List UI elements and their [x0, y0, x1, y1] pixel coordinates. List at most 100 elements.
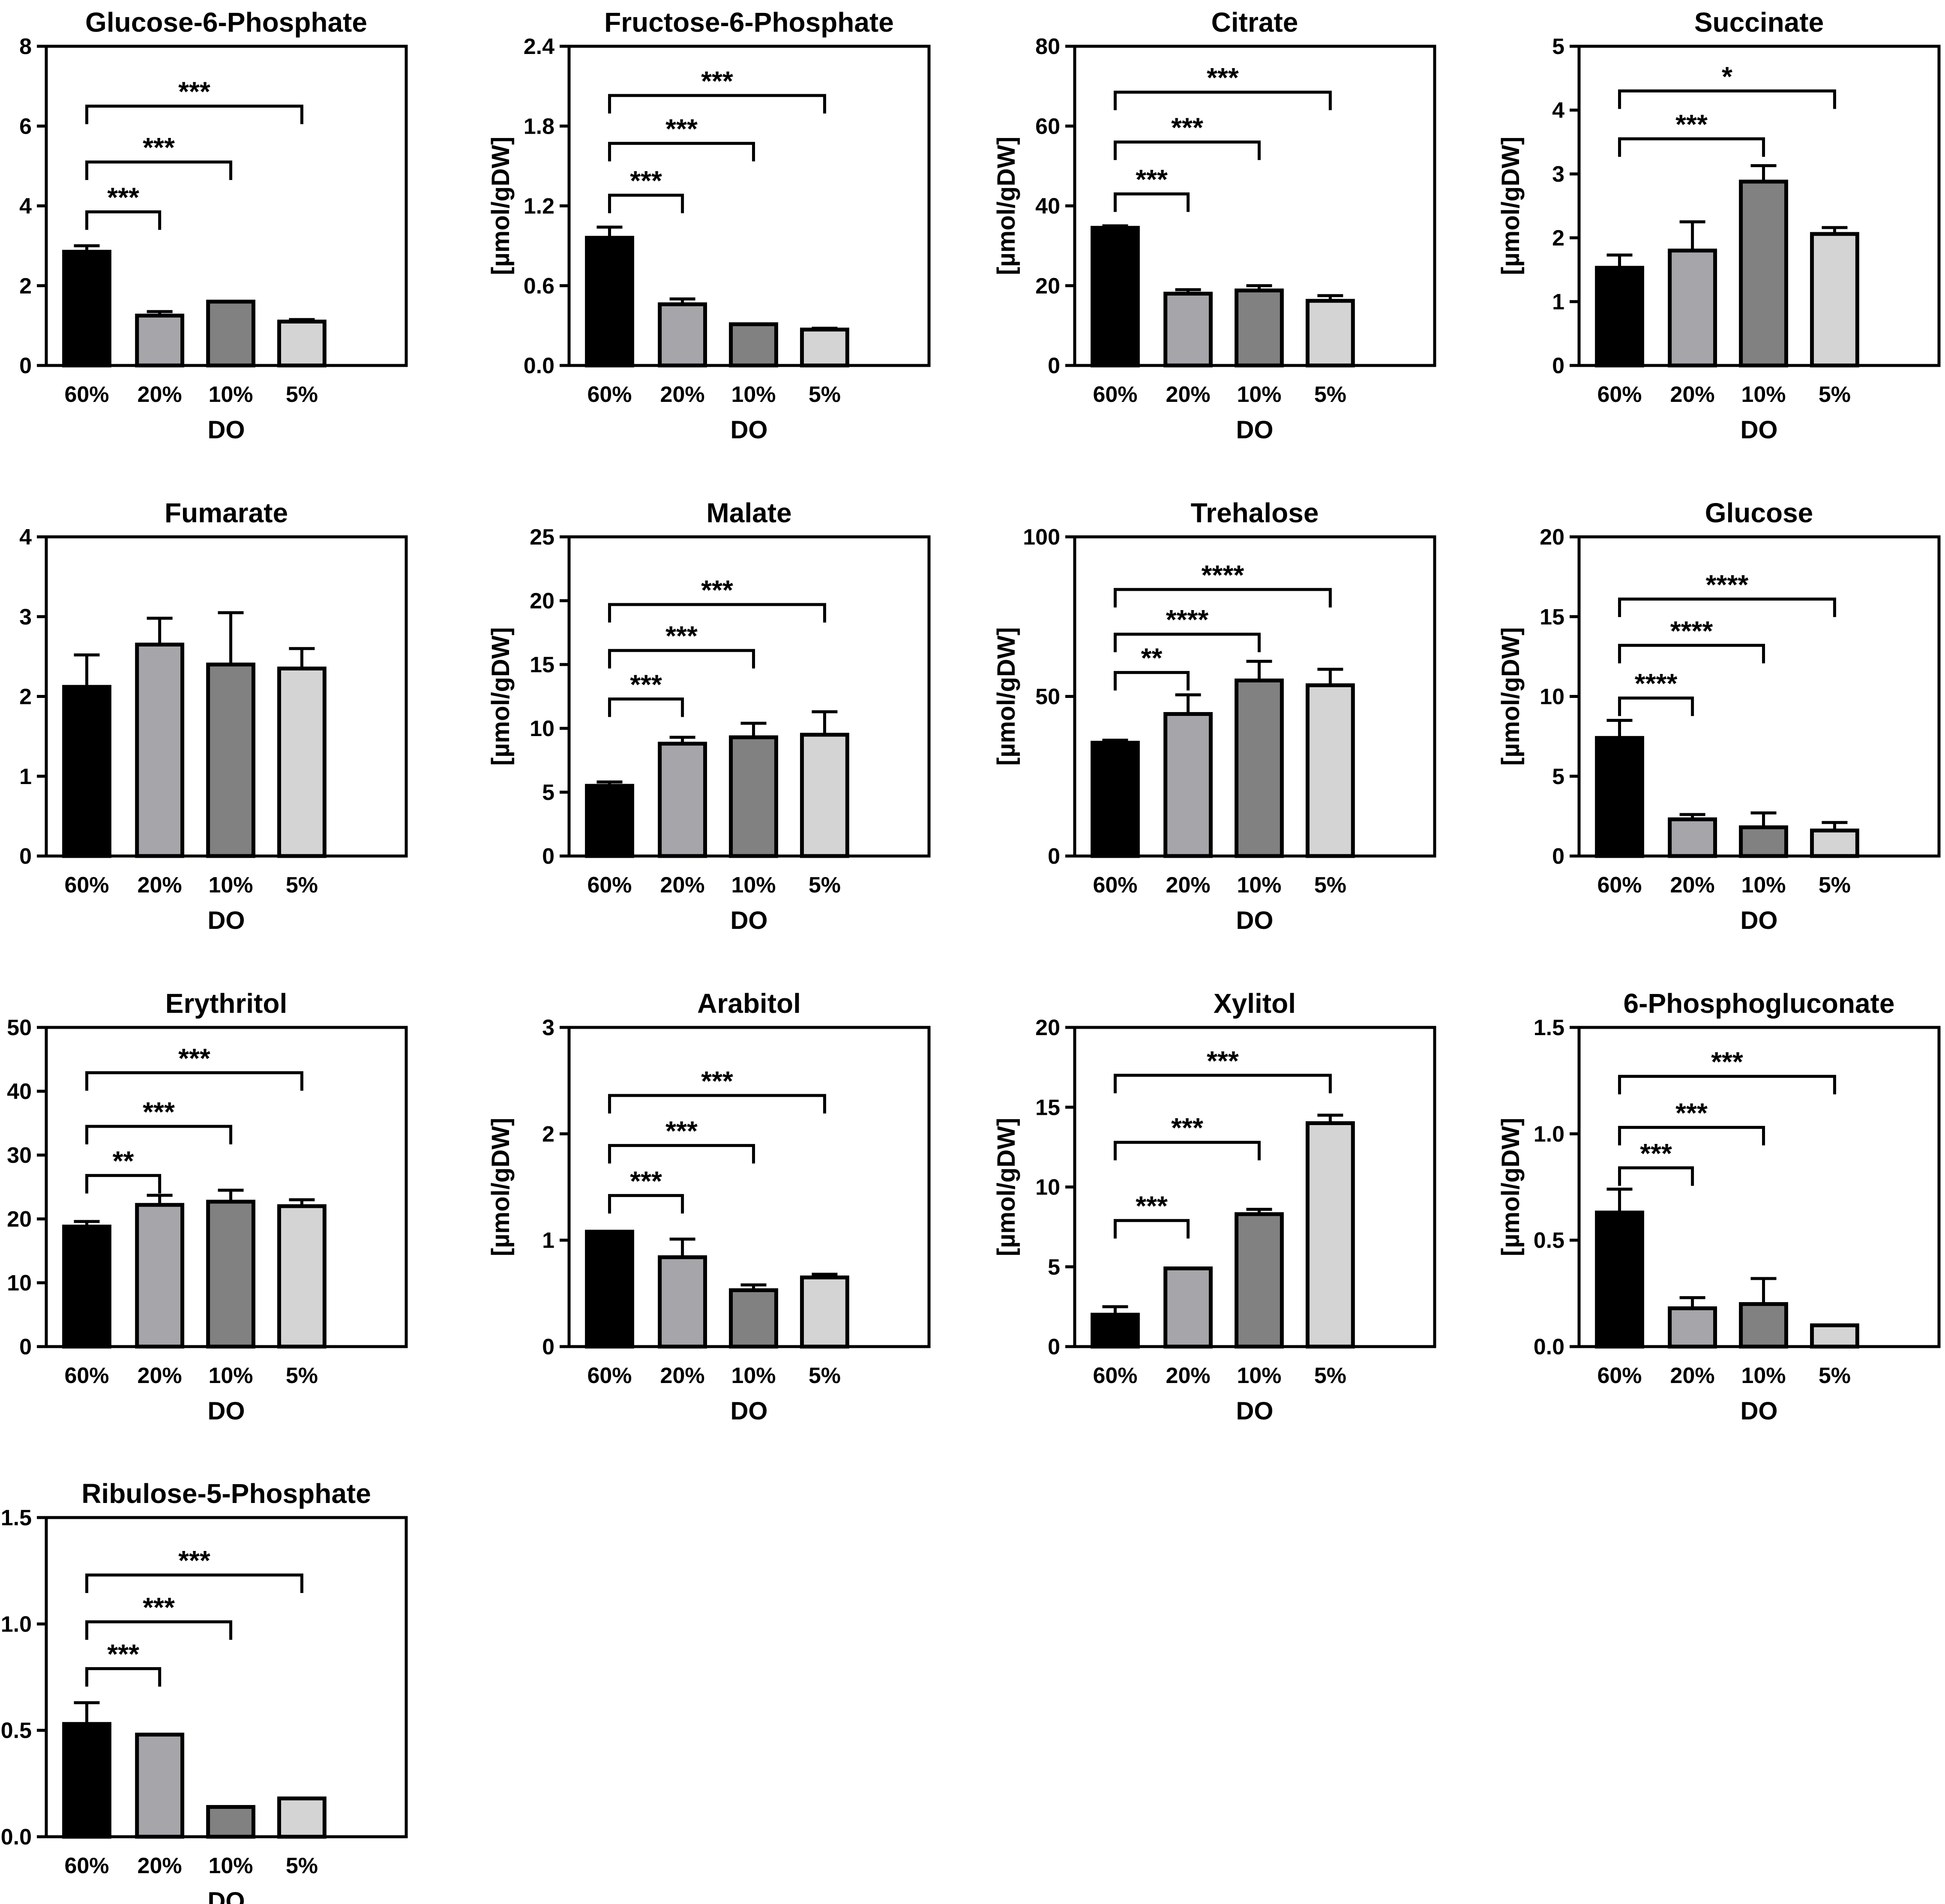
x-tick-label: 20%: [660, 382, 705, 407]
y-tick-label: 6: [19, 114, 32, 139]
y-axis-label: [µmol/gDW]: [992, 137, 1020, 275]
significance-label: ***: [143, 1592, 175, 1623]
significance-label: ****: [1670, 615, 1713, 646]
y-tick-label: 3: [19, 605, 32, 629]
significance-label: ***: [665, 1116, 698, 1147]
y-axis-label: [µmol/gDW]: [487, 137, 515, 275]
x-tick-label: 10%: [1741, 382, 1786, 407]
x-tick-label: 60%: [64, 382, 109, 407]
significance-bracket: [85, 1071, 303, 1091]
x-tick-label: 10%: [1741, 1363, 1786, 1388]
significance-label: ***: [630, 669, 662, 700]
significance-label: ***: [630, 1165, 662, 1196]
significance-bracket: [1618, 644, 1765, 664]
x-axis-label: DO: [1741, 416, 1778, 444]
x-tick-label: 60%: [1093, 1363, 1137, 1388]
chart-title: Glucose: [1705, 497, 1813, 528]
bar-60pct: [1091, 226, 1140, 368]
significance-label: ****: [1202, 560, 1244, 590]
bar-10pct: [206, 299, 255, 368]
significance-bracket: [1618, 137, 1765, 157]
plot-frame: [567, 1026, 931, 1348]
bar-60pct: [585, 236, 634, 368]
significance-label: ***: [143, 1096, 175, 1127]
y-tick-label: 40: [1035, 194, 1060, 219]
y-tick-label: 1: [1552, 290, 1564, 314]
significance-label: ***: [665, 620, 698, 651]
x-tick-label: 20%: [1670, 1363, 1715, 1388]
y-tick-label: 1.2: [524, 194, 554, 219]
y-tick-label: 15: [530, 653, 554, 677]
y-axis-label: [µmol/gDW]: [1497, 1118, 1525, 1256]
y-tick-label: 0.6: [524, 274, 554, 299]
bar-5pct: [1305, 1121, 1355, 1349]
significance-label: ***: [1207, 62, 1239, 93]
significance-label: ****: [1635, 668, 1678, 699]
y-tick-label: 50: [7, 1015, 32, 1040]
chart-title: 6-Phosphogluconate: [1624, 988, 1895, 1019]
significance-bracket: [1114, 1141, 1261, 1161]
x-tick-label: 60%: [587, 873, 632, 898]
significance-bracket: [85, 160, 232, 180]
chart-title: Glucose-6-Phosphate: [85, 7, 367, 38]
y-tick-label: 3: [1552, 162, 1564, 187]
x-axis-label: DO: [208, 1887, 245, 1904]
y-tick-label: 2.4: [524, 34, 554, 59]
y-tick-label: 4: [19, 194, 32, 219]
bar-5pct: [1305, 299, 1355, 368]
bar-60pct: [1595, 736, 1644, 858]
x-tick-label: 5%: [1314, 873, 1346, 898]
bar-60pct: [585, 1230, 634, 1349]
x-tick-label: 5%: [286, 382, 318, 407]
significance-bracket: [1114, 671, 1190, 691]
y-tick-label: 0: [542, 844, 554, 869]
bar-20pct: [1163, 291, 1213, 368]
bar-10pct: [1739, 825, 1788, 858]
x-tick-label: 20%: [138, 873, 182, 898]
significance-bracket: [608, 1194, 684, 1214]
x-tick-label: 5%: [286, 1853, 318, 1878]
x-axis-label: DO: [731, 416, 768, 444]
bar-20pct: [1163, 1266, 1213, 1349]
x-tick-label: 5%: [1314, 1363, 1346, 1388]
x-tick-label: 60%: [587, 1363, 632, 1388]
chart-title: Arabitol: [697, 988, 801, 1019]
significance-bracket: [608, 649, 755, 669]
bar-20pct: [135, 1733, 185, 1839]
x-tick-label: 60%: [64, 1853, 109, 1878]
chart-title: Erythritol: [165, 988, 287, 1019]
chart-panel: Xylitol *** *** *** 0 5 10 15 20 60% 20% 10% 5% DO [µm…: [992, 988, 1436, 1425]
bar-20pct: [135, 642, 185, 858]
significance-bracket: [1114, 1219, 1190, 1239]
significance-label: **: [1141, 643, 1163, 674]
x-tick-label: 60%: [1597, 382, 1642, 407]
y-tick-label: 0: [19, 844, 32, 869]
x-tick-label: 20%: [1670, 382, 1715, 407]
x-tick-label: 20%: [138, 382, 182, 407]
bar-20pct: [135, 314, 185, 368]
bar-60pct: [1595, 1210, 1644, 1349]
significance-bracket: [85, 1573, 303, 1593]
y-tick-label: 1: [19, 764, 32, 789]
plot-frame: [45, 1026, 408, 1348]
significance-label: **: [113, 1146, 134, 1177]
x-tick-label: 60%: [64, 1363, 109, 1388]
y-tick-label: 10: [7, 1271, 32, 1296]
y-tick-label: 1.0: [1, 1612, 32, 1637]
significance-bracket: [1618, 1075, 1836, 1095]
x-axis-label: DO: [731, 1397, 768, 1425]
x-tick-label: 60%: [1093, 382, 1137, 407]
y-axis-label: [µmol/gDW]: [992, 1118, 1020, 1256]
chart-panel: Fructose-6-Phosphate*********0.00.61.21.…: [487, 7, 931, 444]
bar-10pct: [206, 1805, 255, 1839]
plot-frame: [567, 535, 931, 858]
significance-label: ***: [143, 132, 175, 163]
significance-label: ***: [1711, 1046, 1743, 1077]
bar-60pct: [62, 685, 111, 858]
significance-bracket: [85, 1125, 232, 1144]
bar-5pct: [1810, 232, 1859, 368]
x-axis-label: DO: [1236, 907, 1274, 934]
